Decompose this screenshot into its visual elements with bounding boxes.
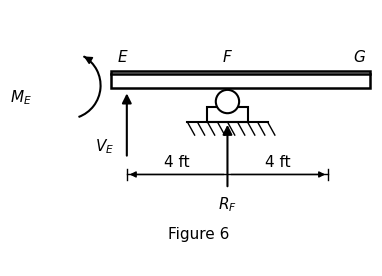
Circle shape — [216, 90, 239, 113]
Text: $R_F$: $R_F$ — [218, 195, 237, 214]
Text: Figure 6: Figure 6 — [168, 227, 229, 242]
Text: $G$: $G$ — [353, 49, 366, 65]
Text: $V_E$: $V_E$ — [95, 137, 114, 156]
Bar — [207, 107, 248, 122]
Bar — [111, 71, 370, 88]
Text: 4 ft: 4 ft — [164, 155, 190, 170]
Text: $F$: $F$ — [222, 49, 233, 65]
Text: $M_E$: $M_E$ — [10, 89, 32, 107]
Text: $E$: $E$ — [117, 49, 128, 65]
Text: 4 ft: 4 ft — [265, 155, 291, 170]
